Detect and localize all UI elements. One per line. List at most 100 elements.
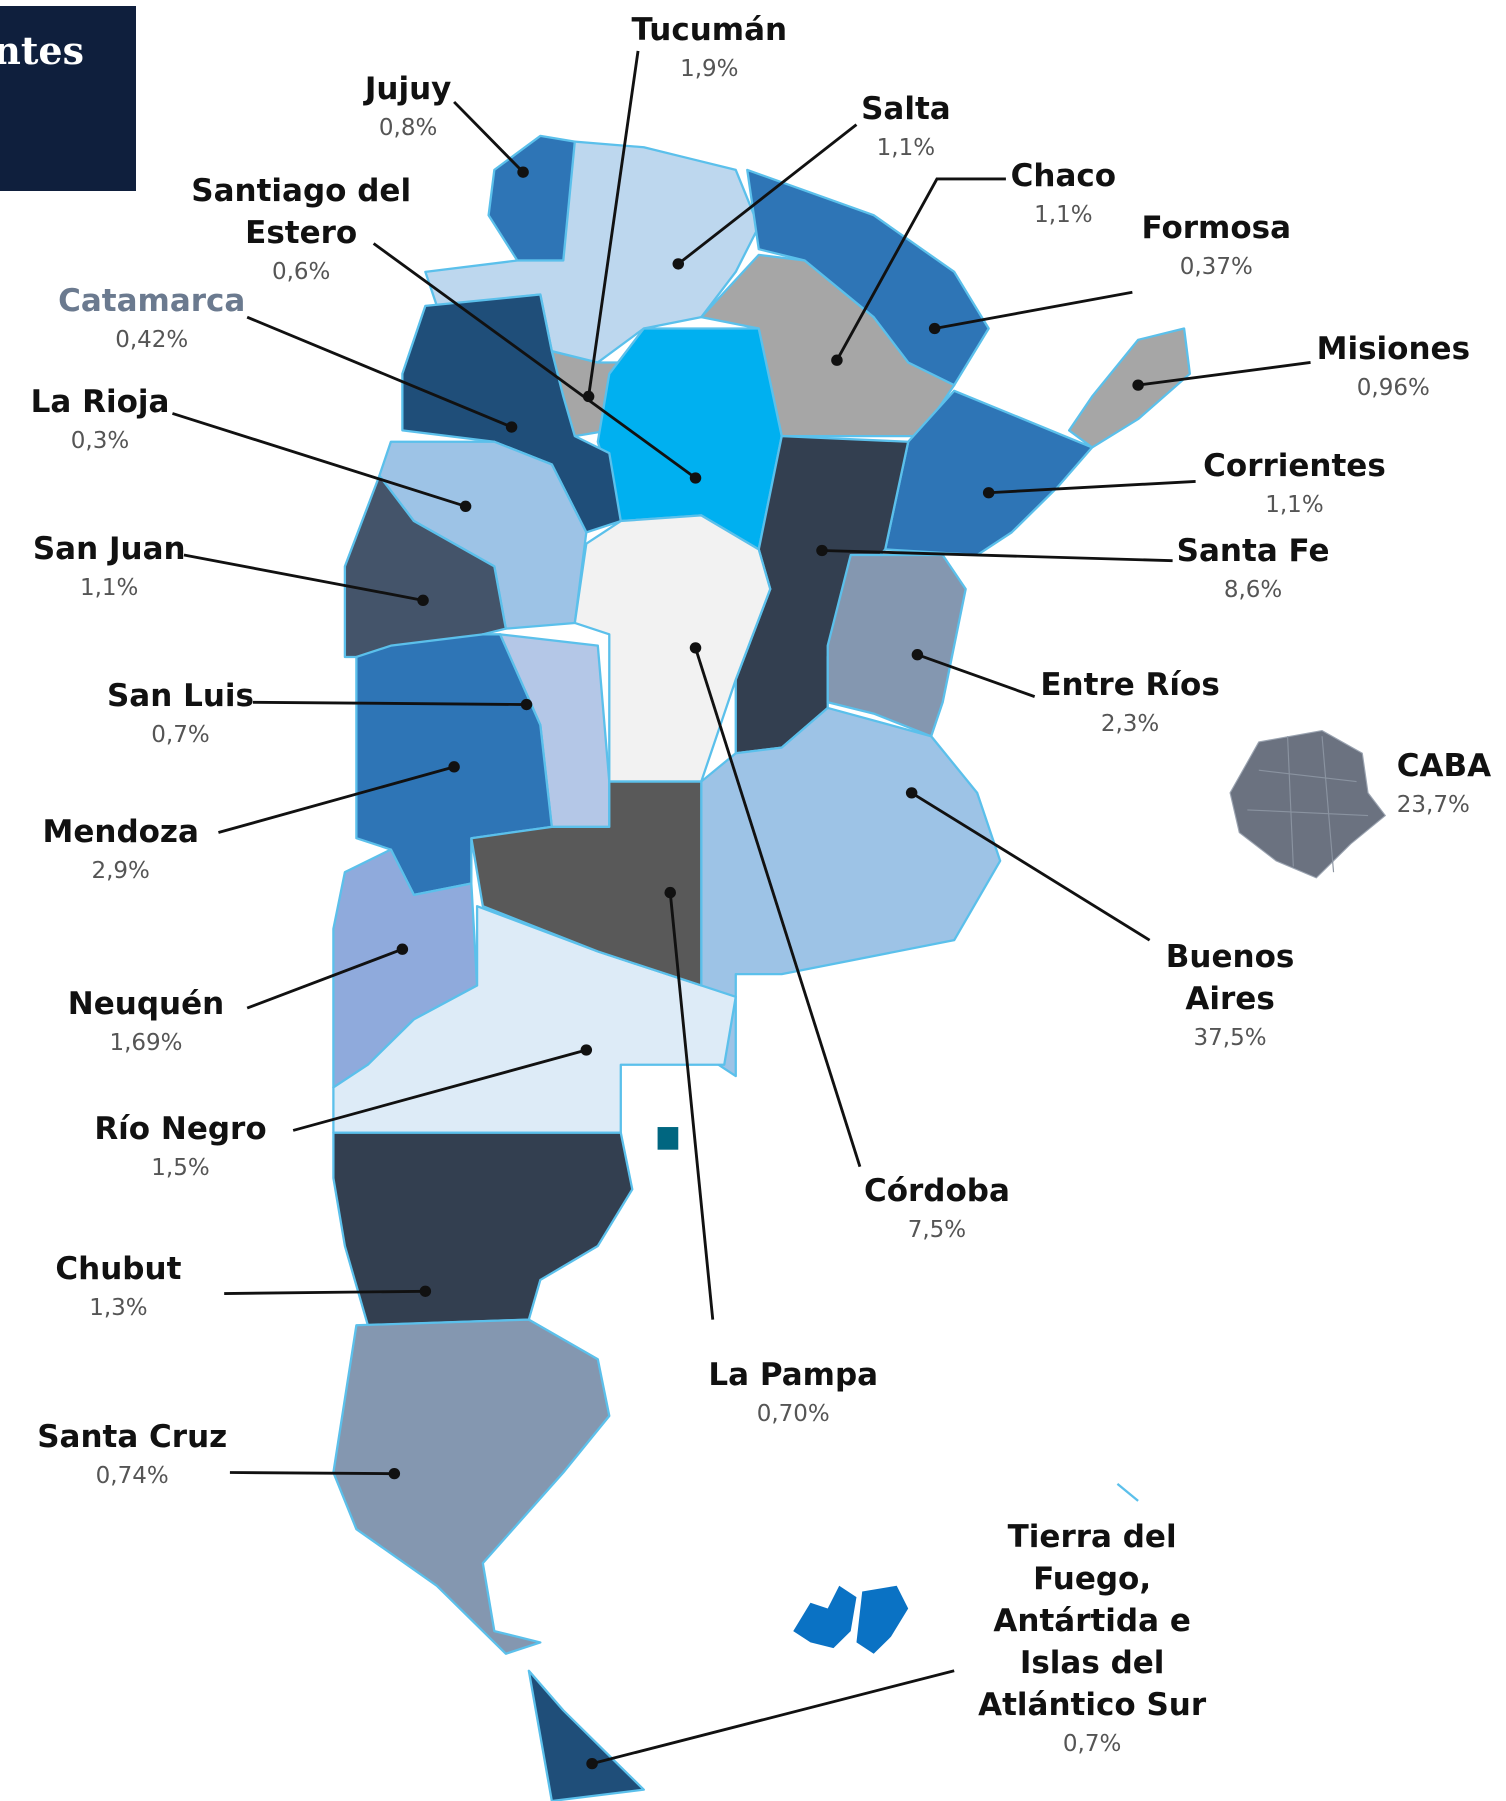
leader-line xyxy=(252,700,527,706)
province-shape xyxy=(700,706,1002,1078)
province-label: Río Negro 1,5% xyxy=(94,1108,266,1186)
province-shape xyxy=(527,1669,645,1801)
province-shape xyxy=(332,1318,611,1655)
leader-dot xyxy=(419,1285,432,1297)
malvinas xyxy=(793,1585,909,1654)
province-share: 2,9% xyxy=(91,858,150,885)
province-label: Santa Cruz 0,74% xyxy=(37,1416,227,1494)
province-name: Mendoza xyxy=(42,814,199,851)
island-mark xyxy=(1116,1482,1139,1502)
province-share: 1,69% xyxy=(109,1030,183,1057)
province-name: Río Negro xyxy=(94,1110,267,1147)
leader-line xyxy=(587,50,640,397)
province-share: 0,42% xyxy=(115,326,189,353)
province-label: Santiago del Estero 0,6% xyxy=(191,170,411,290)
header-title: ntes xyxy=(0,28,84,73)
leader-line xyxy=(229,1471,395,1476)
leader-line xyxy=(246,315,513,429)
leader-line xyxy=(292,1048,587,1132)
province-label: Chaco 1,1% xyxy=(1011,155,1116,233)
province-label: Córdoba 7,5% xyxy=(864,1170,1010,1248)
province-share: 1,5% xyxy=(151,1154,210,1181)
province-label: Catamarca 0,42% xyxy=(58,280,245,358)
leader-dot xyxy=(388,1467,401,1480)
province-name: Formosa xyxy=(1141,210,1292,247)
leader-dot xyxy=(520,698,533,711)
province-share: 0,96% xyxy=(1356,375,1430,402)
province-share: 0,6% xyxy=(271,258,331,285)
province-share: 0,7% xyxy=(1062,1730,1122,1757)
leader-dot xyxy=(586,1757,598,1770)
leader-line xyxy=(835,177,1006,361)
province-label: La Pampa 0,70% xyxy=(708,1354,878,1432)
leader-line xyxy=(916,653,1036,698)
leader-line xyxy=(694,647,862,1168)
leader-line xyxy=(910,791,1151,942)
province-share: 0,70% xyxy=(756,1400,830,1427)
province-label: San Juan 1,1% xyxy=(33,528,186,606)
leader-dot xyxy=(505,421,518,433)
leader-dot xyxy=(911,649,924,661)
leader-line xyxy=(453,100,525,174)
province-share: 0,7% xyxy=(151,722,210,749)
leader-dot xyxy=(1132,379,1144,391)
province-label: Mendoza 2,9% xyxy=(43,811,199,889)
leader-line xyxy=(668,892,715,1320)
province-share: 1,1% xyxy=(876,135,936,162)
province-name: Catamarca xyxy=(58,282,246,319)
province-name: La Rioja xyxy=(30,383,170,420)
leaders xyxy=(172,50,1311,1770)
leader-line xyxy=(372,242,697,480)
province-shape xyxy=(424,140,760,364)
province-label: San Luis 0,7% xyxy=(107,675,254,753)
leader-dot xyxy=(664,886,676,899)
leader-line xyxy=(183,553,424,602)
leader-line xyxy=(591,1669,955,1765)
leader-dot xyxy=(982,487,995,499)
leader-line xyxy=(677,123,858,266)
header-box: ntes xyxy=(0,6,136,191)
province-label: Neuquén 1,69% xyxy=(68,983,224,1061)
province-share: 23,7% xyxy=(1396,792,1470,819)
leader-dot xyxy=(831,354,843,366)
leader-line xyxy=(934,290,1133,330)
province-share: 0,74% xyxy=(95,1462,169,1489)
leader-dot xyxy=(816,544,828,557)
province-name: Córdoba xyxy=(863,1173,1010,1210)
province-share: 37,5% xyxy=(1193,1024,1267,1051)
province-label: Tucumán 1,9% xyxy=(632,9,788,87)
province-label: Tierra del Fuego, Antártida e Islas del … xyxy=(978,1516,1206,1762)
leader-dot xyxy=(448,761,460,773)
province-share: 1,9% xyxy=(680,56,739,83)
province-shape xyxy=(826,553,967,738)
province-name: Santiago del Estero xyxy=(191,172,412,251)
province-label: La Rioja 0,3% xyxy=(31,381,170,459)
province-name: San Luis xyxy=(106,678,254,715)
province-label: Formosa 0,37% xyxy=(1142,207,1291,285)
province-name: Corrientes xyxy=(1203,448,1386,485)
province-label: Corrientes 1,1% xyxy=(1203,445,1386,523)
province-name: La Pampa xyxy=(708,1356,879,1393)
province-name: Tierra del Fuego, Antártida e Islas del … xyxy=(978,1518,1207,1723)
province-name: Chubut xyxy=(55,1251,182,1288)
province-shape xyxy=(470,780,703,987)
province-share: 7,5% xyxy=(907,1217,967,1244)
leader-line xyxy=(224,1289,426,1295)
province-label: Entre Ríos 2,3% xyxy=(1040,664,1219,742)
leader-line xyxy=(988,479,1196,495)
province-name: Misiones xyxy=(1316,331,1471,368)
leader-line xyxy=(172,412,467,508)
province-shape xyxy=(332,1131,634,1327)
leader-dot xyxy=(905,787,918,799)
province-name: Buenos Aires xyxy=(1165,938,1295,1017)
province-share: 2,3% xyxy=(1100,710,1160,737)
leader-dot xyxy=(580,1044,593,1056)
leader-dot xyxy=(928,322,941,335)
leader-dot xyxy=(689,642,702,654)
province-shape xyxy=(746,168,990,387)
province-label: Chubut 1,3% xyxy=(55,1248,181,1326)
province-name: Neuquén xyxy=(67,986,225,1023)
leader-line xyxy=(821,549,1173,563)
